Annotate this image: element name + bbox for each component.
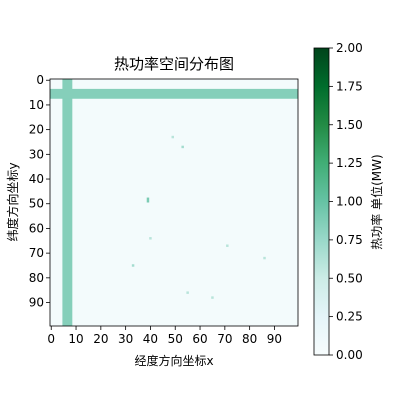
bands-layer bbox=[50, 79, 298, 326]
colorbar-tick-label: 1.75 bbox=[336, 79, 363, 93]
x-tick-label: 0 bbox=[47, 332, 55, 346]
colorbar bbox=[313, 47, 330, 356]
y-tick-label: 50 bbox=[29, 197, 44, 211]
plot-background bbox=[50, 79, 298, 326]
horizontal-band bbox=[50, 88, 298, 99]
x-tick-label: 20 bbox=[93, 332, 108, 346]
x-tick-label: 70 bbox=[217, 332, 232, 346]
x-axis-label: 经度方向坐标x bbox=[134, 353, 213, 368]
y-tick-label: 80 bbox=[29, 271, 44, 285]
x-tick-label: 10 bbox=[68, 332, 83, 346]
y-tick-label: 0 bbox=[36, 73, 44, 87]
y-tick-label: 60 bbox=[29, 221, 44, 235]
colorbar-tick-label: 0.50 bbox=[336, 271, 363, 285]
x-tick-label: 60 bbox=[192, 332, 207, 346]
colorbar-label: 热功率 单位(MW) bbox=[369, 154, 384, 249]
y-tick-label: 90 bbox=[29, 296, 44, 310]
x-tick-label: 80 bbox=[242, 332, 257, 346]
x-tick-label: 30 bbox=[118, 332, 133, 346]
hotspot-cell bbox=[226, 244, 229, 247]
hotspot-cell bbox=[186, 291, 189, 294]
colorbar-ticks: 0.00 0.25 0.50 0.75 1.00 1.25 1.50 1.75 2.00 bbox=[329, 41, 363, 362]
hotspot-cell bbox=[263, 256, 266, 260]
colorbar-tick-label: 0.25 bbox=[336, 310, 363, 324]
hotspot-cell bbox=[211, 296, 214, 299]
y-axis-label: 纬度方向坐标y bbox=[5, 162, 20, 241]
y-tick-label: 40 bbox=[29, 172, 44, 186]
x-tick-label: 50 bbox=[168, 332, 183, 346]
x-tick-label: 90 bbox=[267, 332, 282, 346]
hotspot-cell bbox=[149, 237, 152, 240]
y-tick-label: 20 bbox=[29, 123, 44, 137]
y-axis-ticks: 0 10 20 30 40 50 60 70 80 90 bbox=[29, 73, 50, 310]
y-tick-label: 30 bbox=[29, 147, 44, 161]
chart-title: 热功率空间分布图 bbox=[114, 55, 234, 73]
x-axis-ticks: 0 10 20 30 40 50 60 70 80 90 bbox=[47, 326, 282, 346]
hotspots-layer bbox=[131, 135, 266, 299]
y-tick-label: 10 bbox=[29, 98, 44, 112]
colorbar-tick-label: 2.00 bbox=[336, 41, 363, 55]
hotspot-cell bbox=[146, 197, 150, 201]
colorbar-tick-label: 1.00 bbox=[336, 195, 363, 209]
plot-area bbox=[50, 79, 298, 326]
colorbar-tick-label: 1.50 bbox=[336, 118, 363, 132]
hotspot-cell bbox=[146, 200, 150, 203]
hotspot-cell bbox=[171, 135, 174, 139]
vertical-band bbox=[62, 79, 73, 326]
x-tick-label: 40 bbox=[143, 332, 158, 346]
plot-frame bbox=[49, 78, 299, 327]
colorbar-tick-label: 1.25 bbox=[336, 156, 363, 170]
hotspot-cell bbox=[181, 145, 184, 149]
y-tick-label: 70 bbox=[29, 246, 44, 260]
colorbar-tick-label: 0.75 bbox=[336, 233, 363, 247]
hotspot-cell bbox=[131, 264, 135, 267]
colorbar-tick-label: 0.00 bbox=[336, 348, 363, 362]
